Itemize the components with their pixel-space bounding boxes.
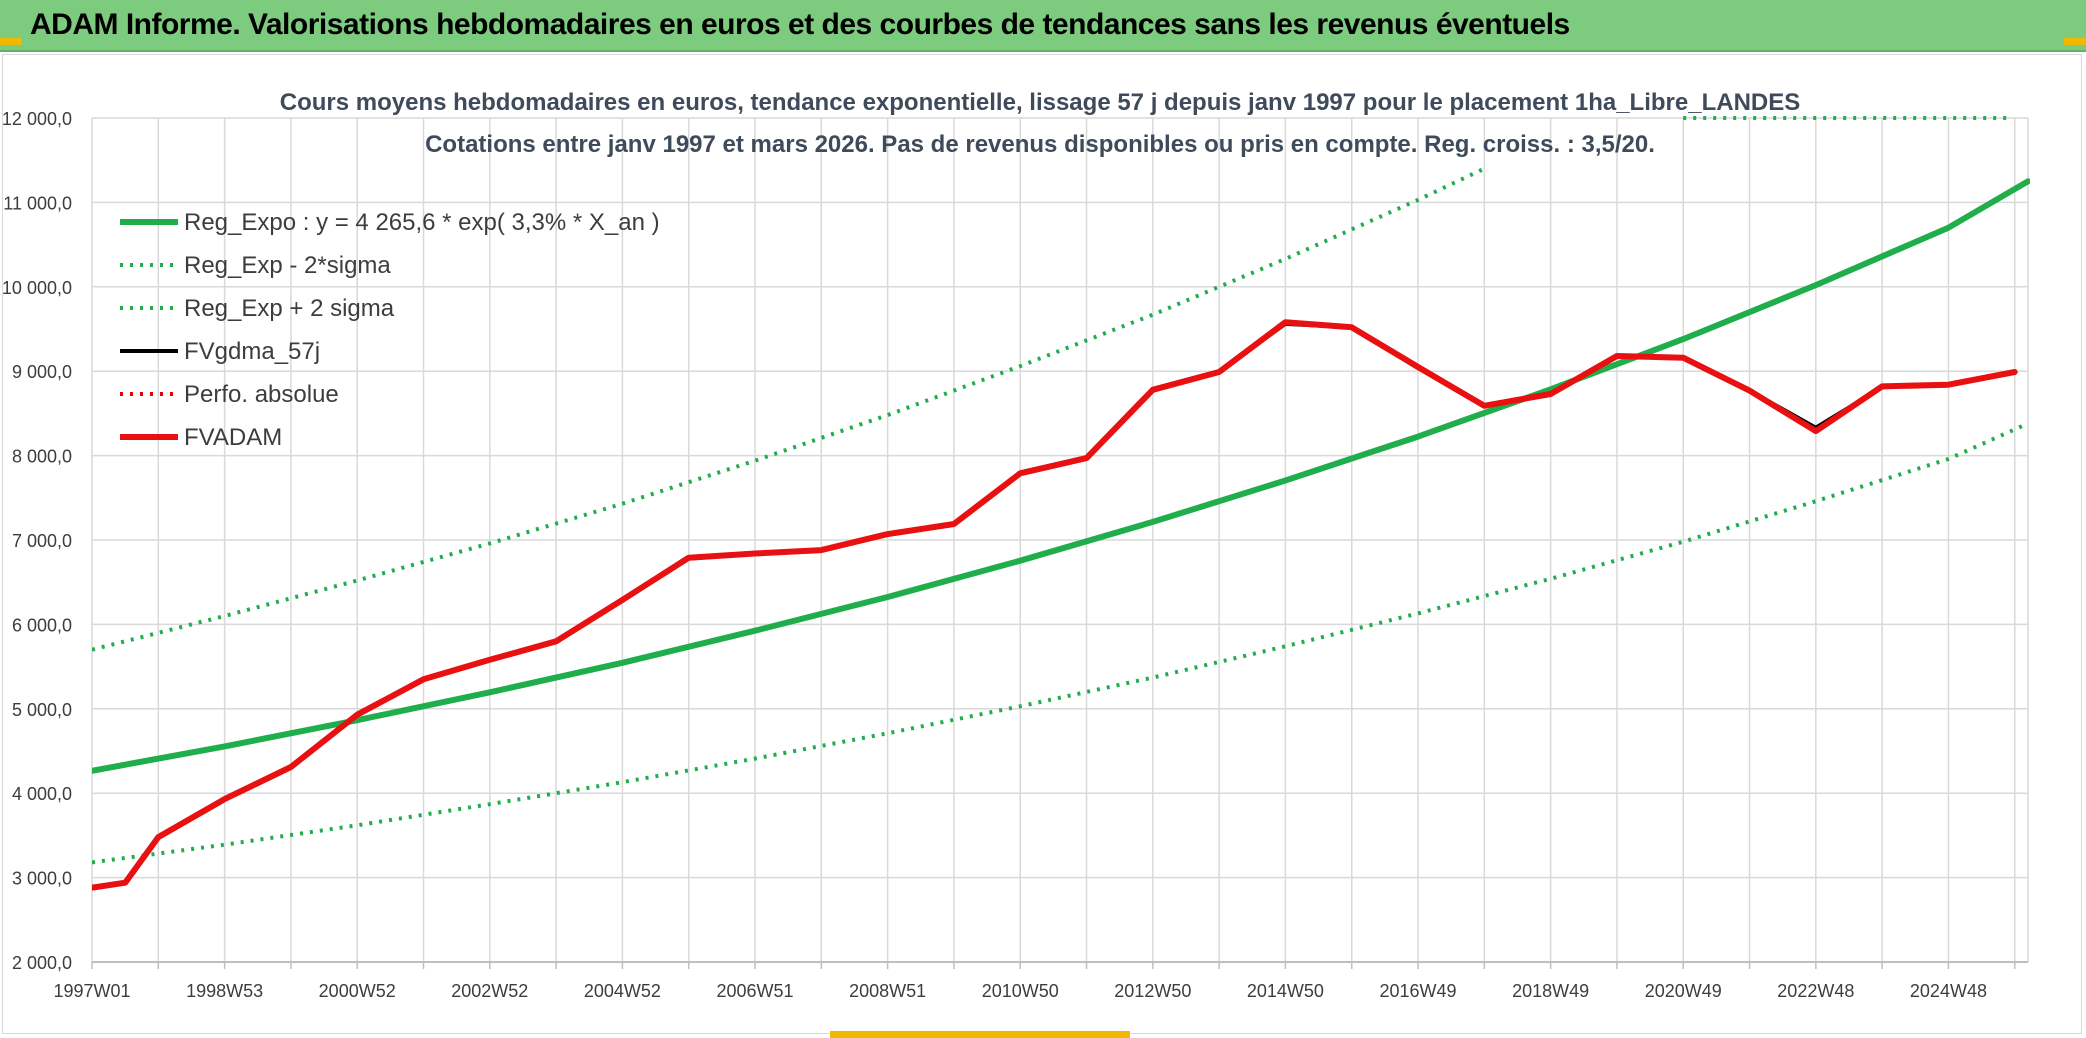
y-tick-label: 11 000,0 (3, 193, 72, 213)
x-tick-label: 2002W52 (451, 981, 528, 1001)
x-tick-label: 2014W50 (1247, 981, 1324, 1001)
x-tick-label: 1997W01 (53, 981, 130, 1001)
x-tick-label: 2016W49 (1379, 981, 1456, 1001)
series-line-5 (92, 319, 2018, 891)
corner-accent-left (0, 38, 22, 45)
y-tick-label: 7 000,0 (12, 531, 72, 551)
legend-label: Reg_Exp + 2 sigma (184, 295, 395, 322)
series-line-1 (92, 421, 2029, 865)
y-tick-label: 10 000,0 (2, 278, 72, 298)
report-title: ADAM Informe. Valorisations hebdomadaire… (30, 8, 1570, 41)
grid (91, 117, 2029, 963)
x-tick-label: 2020W49 (1645, 981, 1722, 1001)
y-tick-label: 3 000,0 (12, 869, 72, 889)
y-tick-label: 4 000,0 (12, 784, 72, 804)
legend-label: Reg_Expo : y = 4 265,6 * exp( 3,3% * X_a… (184, 209, 660, 236)
legend-label: FVADAM (184, 424, 282, 451)
x-tick-label: 2012W50 (1114, 981, 1191, 1001)
x-tick-label: 1998W53 (186, 981, 263, 1001)
y-tick-label: 12 000,0 (2, 109, 72, 129)
legend: Reg_Expo : y = 4 265,6 * exp( 3,3% * X_a… (120, 209, 660, 451)
x-tick-label: 2006W51 (716, 981, 793, 1001)
legend-label: Perfo. absolue (184, 381, 339, 408)
x-tick-label: 2010W50 (982, 981, 1059, 1001)
y-tick-label: 8 000,0 (12, 447, 72, 467)
y-tick-label: 6 000,0 (12, 615, 72, 635)
report-header: ADAM Informe. Valorisations hebdomadaire… (0, 0, 2086, 52)
x-tick-label: 2022W48 (1777, 981, 1854, 1001)
bottom-accent (830, 1031, 1130, 1038)
corner-accent-right (2064, 38, 2086, 45)
x-tick-label: 2018W49 (1512, 981, 1589, 1001)
series-line-0 (92, 178, 2030, 774)
legend-label: FVgdma_57j (184, 338, 320, 365)
x-tick-label: 2000W52 (319, 981, 396, 1001)
chart-title-line2: Cotations entre janv 1997 et mars 2026. … (425, 131, 1655, 158)
chart-title-line1: Cours moyens hebdomadaires en euros, ten… (280, 89, 1801, 116)
y-tick-label: 2 000,0 (12, 953, 72, 973)
series-line-2 (92, 166, 1486, 652)
x-tick-label: 2008W51 (849, 981, 926, 1001)
x-tick-label: 2024W48 (1910, 981, 1987, 1001)
axes: 2 000,0 3 000,0 4 000,0 5 000,0 6 000,0 7 000… (2, 109, 2028, 1001)
series-lines (92, 116, 2030, 891)
y-tick-label: 9 000,0 (12, 362, 72, 382)
y-tick-label: 5 000,0 (12, 700, 72, 720)
x-tick-label: 2004W52 (584, 981, 661, 1001)
legend-label: Reg_Exp - 2*sigma (184, 252, 391, 279)
series-line-3 (92, 321, 2017, 890)
